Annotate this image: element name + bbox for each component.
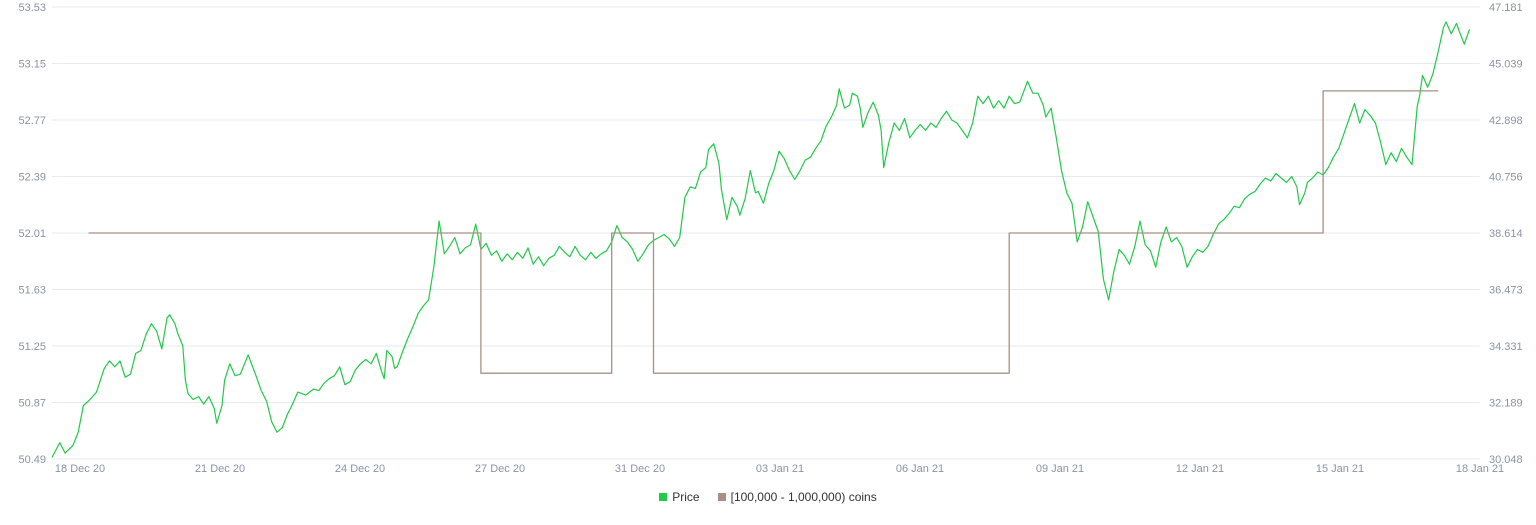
x-tick-label: 31 Dec 20 (615, 463, 665, 475)
right-axis: 47.181 45.039 42.898 40.756 38.614 36.473 34.3… (1489, 2, 1523, 466)
right-tick-label: 45.039 (1489, 59, 1523, 71)
x-axis: 18 Dec 20 21 Dec 20 24 Dec 20 27 Dec 20 31 D… (55, 463, 1504, 475)
left-tick-label: 53.15 (18, 59, 46, 71)
x-tick-label: 15 Jan 21 (1316, 463, 1364, 475)
left-axis: 53.53 53.15 52.77 52.39 52.01 51.63 51.25 50.87… (18, 2, 46, 466)
right-tick-label: 34.331 (1489, 341, 1523, 353)
legend-item-price[interactable]: Price (659, 490, 700, 504)
left-tick-label: 51.63 (18, 285, 46, 297)
x-tick-label: 06 Jan 21 (896, 463, 944, 475)
left-tick-label: 50.49 (18, 454, 46, 466)
right-tick-label: 32.189 (1489, 398, 1523, 410)
right-tick-label: 36.473 (1489, 285, 1523, 297)
left-tick-label: 52.01 (18, 228, 46, 240)
series-layer (51, 21, 1471, 458)
legend-label-price: Price (672, 490, 700, 504)
legend-swatch-holders (717, 493, 726, 501)
x-tick-label: 03 Jan 21 (756, 463, 804, 475)
x-tick-label: 18 Dec 20 (55, 463, 105, 475)
right-tick-label: 40.756 (1489, 172, 1523, 184)
x-tick-label: 24 Dec 20 (335, 463, 385, 475)
x-tick-label: 12 Jan 21 (1176, 463, 1224, 475)
x-tick-label: 27 Dec 20 (475, 463, 525, 475)
right-tick-label: 30.048 (1489, 454, 1523, 466)
x-tick-label: 09 Jan 21 (1036, 463, 1084, 475)
right-tick-label: 38.614 (1489, 228, 1523, 240)
price-line (51, 21, 1471, 458)
right-tick-label: 42.898 (1489, 115, 1523, 127)
left-tick-label: 52.77 (18, 115, 46, 127)
legend: Price [100,000 - 1,000,000) coins (0, 490, 1536, 504)
left-tick-label: 52.39 (18, 172, 46, 184)
right-tick-label: 47.181 (1489, 2, 1523, 14)
legend-label-holders: [100,000 - 1,000,000) coins (730, 490, 877, 504)
left-tick-label: 51.25 (18, 341, 46, 353)
holders-line (88, 90, 1439, 374)
left-tick-label: 50.87 (18, 398, 46, 410)
legend-item-holders[interactable]: [100,000 - 1,000,000) coins (717, 490, 877, 504)
x-tick-label: 21 Dec 20 (195, 463, 245, 475)
legend-swatch-price (659, 493, 668, 501)
left-tick-label: 53.53 (18, 2, 46, 14)
x-tick-label: 18 Jan 21 (1456, 463, 1504, 475)
